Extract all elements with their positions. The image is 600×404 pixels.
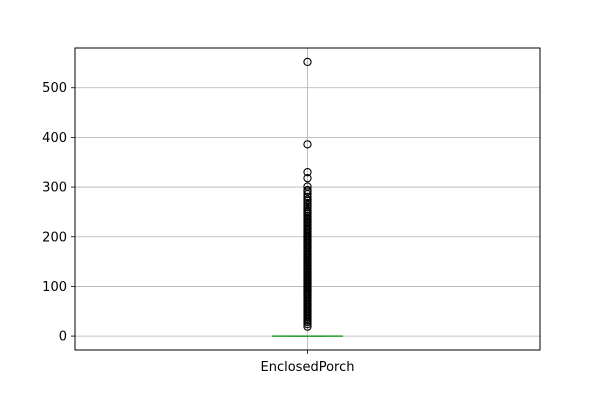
y-tick-label: 400 [42,131,67,146]
x-axis: EnclosedPorch [261,350,355,375]
y-tick-label: 300 [42,181,67,196]
y-axis: 0 100 200 300 400 500 [42,81,75,344]
x-tick-label: EnclosedPorch [261,360,355,375]
y-tick-label: 200 [42,230,67,245]
y-tick-label: 100 [42,280,67,295]
y-tick-label: 500 [42,81,67,96]
y-tick-label: 0 [59,330,67,345]
